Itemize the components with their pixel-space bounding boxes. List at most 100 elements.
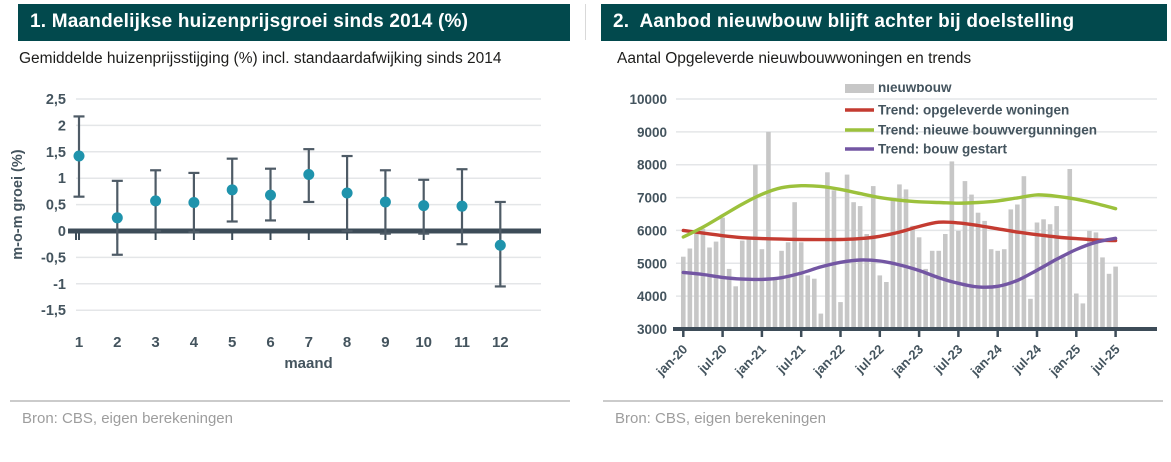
data-point [379, 196, 391, 208]
axis-label: jul-23 [930, 342, 965, 377]
axis-label: 7000 [637, 191, 667, 206]
axis-label: 5 [228, 334, 236, 351]
bar [818, 313, 824, 329]
axis-label: 8 [343, 334, 351, 351]
axis-label: m-o-m groei (%) [10, 149, 26, 260]
bar [1001, 249, 1007, 329]
bar [1034, 222, 1040, 329]
data-point [341, 187, 353, 199]
trend-line-trend_green [681, 183, 1118, 239]
axis-label: jan-22 [810, 342, 848, 380]
chart1-title-bar: 1. Maandelijkse huizenprijsgroei sinds 2… [18, 4, 570, 41]
axis-label: maand [284, 355, 332, 372]
axis-label: 7 [305, 334, 313, 351]
axis-label: 5000 [637, 256, 667, 271]
bar [1008, 209, 1014, 329]
bar [851, 202, 856, 329]
bar [1054, 206, 1059, 329]
bar [766, 131, 771, 329]
axis-label: 9000 [637, 125, 667, 140]
bar [956, 230, 961, 329]
axis-label: 1,5 [46, 145, 66, 161]
bar [982, 220, 987, 329]
bar [897, 184, 902, 329]
bar [779, 250, 784, 329]
axis-label: jan-25 [1046, 342, 1084, 380]
bar [864, 234, 869, 329]
bar [720, 217, 725, 329]
bar [694, 232, 699, 329]
bar [1080, 303, 1086, 329]
bar [857, 206, 863, 329]
bar [772, 277, 778, 329]
bar [903, 189, 909, 329]
bar [1113, 266, 1118, 329]
panel-new-construction: 2. Aanbod nieuwbouw blijft achter bij do… [601, 4, 1167, 458]
chart1-subtitle: Gemiddelde huizenprijsstijging (%) incl.… [19, 50, 502, 67]
bar [1015, 204, 1020, 329]
axis-label: 6000 [637, 223, 667, 238]
bar [825, 172, 830, 329]
axis-label: Trend: nieuwe bouwvergunningen [878, 123, 1097, 138]
bar [1074, 293, 1079, 329]
data-point [73, 150, 85, 162]
bar [1028, 298, 1033, 329]
bar [700, 228, 706, 329]
data-point [188, 196, 200, 208]
bar [838, 302, 843, 329]
axis-label: 2 [113, 334, 121, 351]
axis-label: nieuwbouw [878, 84, 952, 95]
axis-label: 1 [75, 334, 83, 351]
bar [1106, 273, 1112, 329]
bar [746, 239, 752, 329]
axis-label: 6 [266, 334, 274, 351]
bar [884, 282, 889, 329]
bar [1093, 232, 1099, 329]
data-point [303, 169, 315, 181]
axis-label: 4000 [637, 289, 667, 304]
data-point [494, 239, 506, 251]
bar [785, 242, 791, 329]
axis-label: jan-24 [967, 341, 1005, 379]
axis-label: jan-21 [731, 342, 769, 380]
axis-label: 11 [454, 334, 470, 351]
bar [910, 225, 915, 329]
bar [877, 275, 883, 329]
chart1-title: 1. Maandelijkse huizenprijsgroei sinds 2… [30, 11, 469, 32]
bar [916, 237, 922, 329]
axis-label: jul-25 [1087, 342, 1122, 377]
axis-label: -1 [53, 277, 66, 293]
axis-label: 12 [492, 334, 509, 351]
axis-label: 10 [415, 334, 432, 351]
chart1-source-row: Bron: CBS, eigen berekeningen [10, 400, 570, 427]
trend-line-trend_red [681, 220, 1118, 243]
bar [1021, 176, 1027, 329]
axis-label: -0,5 [41, 250, 66, 266]
axis-label: 2,5 [46, 92, 66, 108]
axis-label: 4 [190, 334, 199, 351]
bar [726, 268, 732, 329]
bar [798, 242, 804, 329]
panel-house-price-growth: 1. Maandelijkse huizenprijsgroei sinds 2… [8, 4, 574, 458]
bar [929, 250, 935, 329]
axis-label: 0 [58, 224, 66, 240]
axis-label: 8000 [637, 158, 667, 173]
bar [969, 194, 974, 329]
axis-label: 9 [381, 334, 389, 351]
axis-label: jul-20 [694, 342, 729, 377]
axis-label: 3 [151, 334, 159, 351]
bar [995, 250, 1000, 329]
data-point [456, 200, 468, 212]
bar [949, 161, 955, 329]
bar [759, 249, 765, 329]
axis-label: 3000 [637, 322, 667, 337]
bar [1100, 257, 1105, 329]
chart2-subtitle: Aantal Opgeleverde nieuwbouwwoningen en … [617, 50, 972, 67]
axis-label: 10000 [629, 92, 667, 107]
bar [1041, 219, 1046, 329]
bar [753, 164, 758, 329]
bar [805, 275, 811, 329]
axis-label: 0,5 [46, 198, 66, 214]
